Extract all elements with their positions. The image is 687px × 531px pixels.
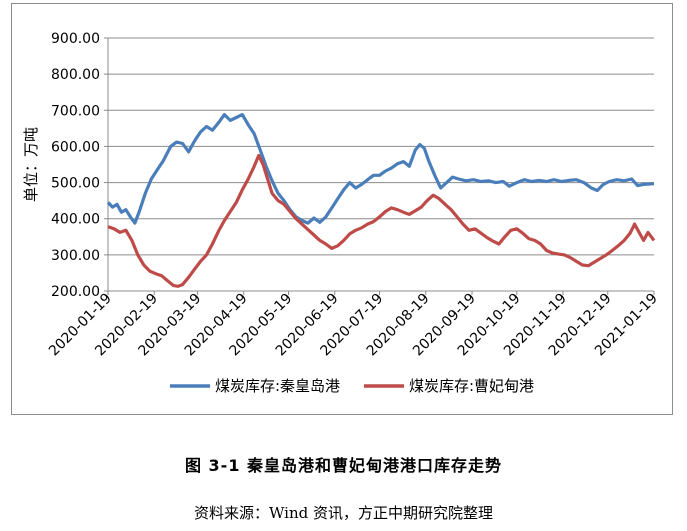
- legend: 煤炭库存:秦皇岛港 煤炭库存:曹妃甸港: [170, 377, 534, 395]
- legend-label-2: 煤炭库存:曹妃甸港: [409, 377, 534, 395]
- y-tick-label: 900.00: [51, 31, 100, 47]
- y-tick-label: 400.00: [51, 212, 100, 228]
- y-tick-label: 700.00: [51, 103, 100, 119]
- y-tick-label: 600.00: [51, 139, 100, 155]
- figure-source: 资料来源：Wind 资讯，方正中期研究院整理: [194, 504, 493, 522]
- line-chart: 200.00 300.00 400.00 500.00 600.00 700.00 800.…: [22, 31, 661, 395]
- figure-title: 图 3-1 秦皇岛港和曹妃甸港港口库存走势: [184, 456, 503, 475]
- series-line-1: [106, 113, 655, 225]
- gridlines: [108, 37, 654, 292]
- chart-frame: 200.00 300.00 400.00 500.00 600.00 700.00 800.…: [11, 3, 673, 415]
- y-tick-label: 800.00: [51, 67, 100, 83]
- series-lines: [106, 113, 656, 288]
- y-axis-title: 单位：万吨: [22, 127, 40, 202]
- legend-label-1: 煤炭库存:秦皇岛港: [215, 377, 340, 395]
- y-tick-label: 200.00: [51, 284, 100, 300]
- y-tick-label: 500.00: [51, 176, 100, 192]
- series-line-2: [107, 153, 656, 288]
- y-tick-label: 300.00: [51, 248, 100, 264]
